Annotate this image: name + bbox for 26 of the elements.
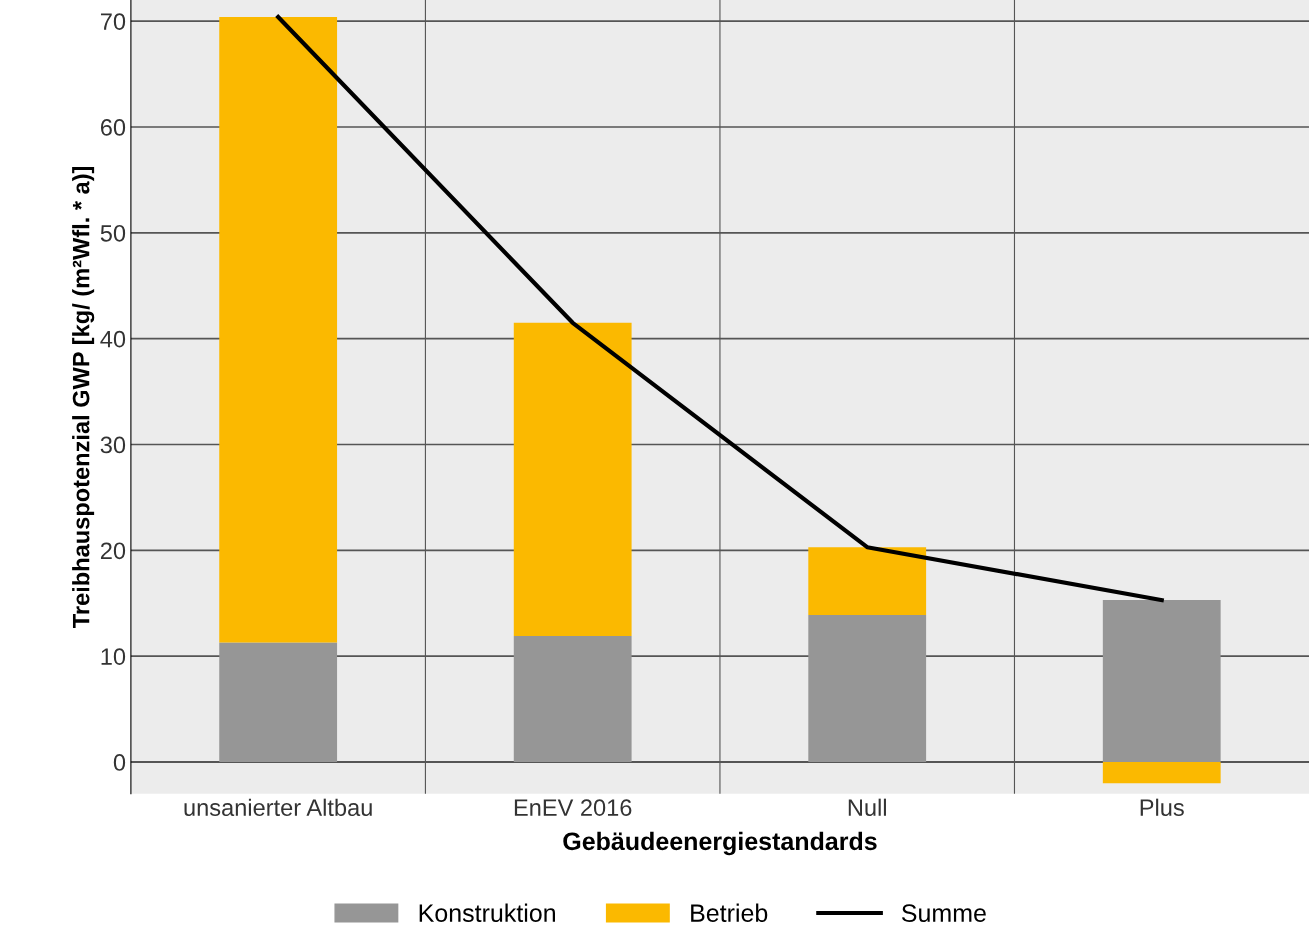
y-tick-label: 30 — [100, 436, 126, 454]
bar — [219, 642, 338, 763]
legend-label: Konstruktion — [419, 903, 555, 922]
x-tick-label: Null — [848, 798, 886, 816]
y-tick-label: 50 — [100, 224, 126, 242]
bar — [513, 322, 632, 637]
y-tick-label: 60 — [100, 119, 126, 136]
line-series — [276, 14, 1164, 603]
x-tick-label: EnEV 2016 — [514, 799, 632, 816]
x-tick-label: unsanierter Altbau — [184, 798, 372, 816]
bar — [1102, 600, 1221, 763]
legend-label: Betrieb — [691, 903, 768, 922]
bar — [219, 16, 338, 643]
bar — [1102, 762, 1221, 784]
legend-label: Summe — [901, 904, 986, 922]
y-tick-label: 40 — [100, 330, 126, 348]
y-tick-label: 70 — [100, 13, 126, 30]
y-axis-title: Treibhauspotenzial GWP [kg/ (m²Wfl. * a)] — [72, 166, 95, 628]
bar — [513, 636, 632, 763]
y-tick-label: 0 — [113, 754, 126, 771]
y-tick-label: 20 — [100, 542, 126, 560]
x-axis-title: Gebäudeenergiestandards — [563, 831, 877, 856]
bar — [808, 614, 927, 763]
bar — [808, 547, 927, 615]
x-tick-label: Plus — [1140, 798, 1184, 816]
y-tick-label: 10 — [101, 648, 126, 665]
